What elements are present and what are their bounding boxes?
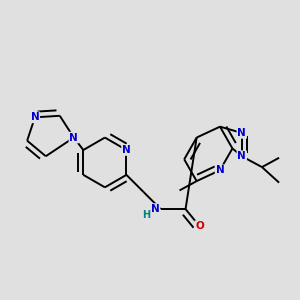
Text: N: N xyxy=(31,112,39,122)
Text: N: N xyxy=(122,145,131,155)
Text: N: N xyxy=(151,204,159,214)
Text: H: H xyxy=(142,210,151,220)
Text: N: N xyxy=(69,133,78,142)
Text: N: N xyxy=(237,128,246,138)
Text: O: O xyxy=(195,221,204,231)
Text: N: N xyxy=(237,151,246,161)
Text: N: N xyxy=(216,165,224,175)
